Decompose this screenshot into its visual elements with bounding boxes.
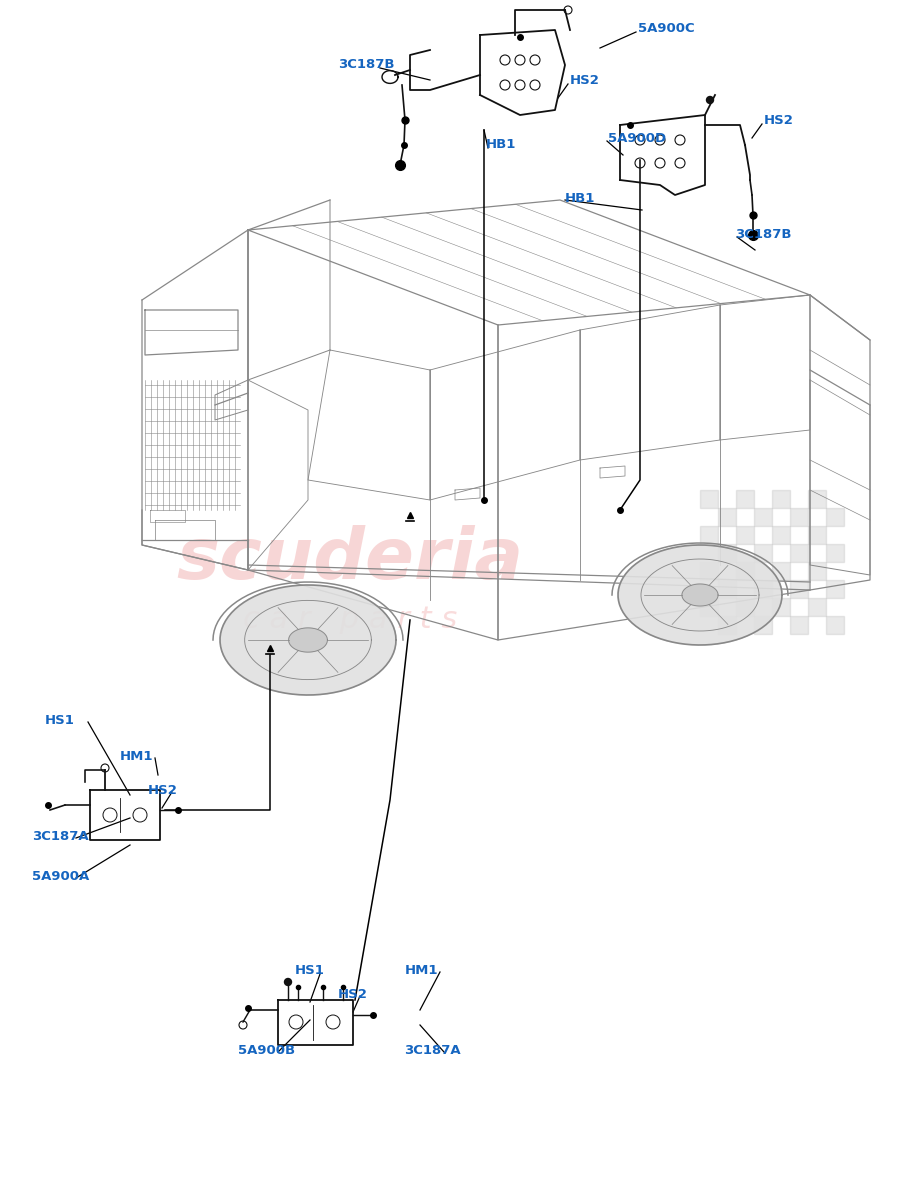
Bar [808, 526, 826, 544]
Bar [808, 562, 826, 580]
Text: HM1: HM1 [405, 964, 438, 977]
Text: 3C187B: 3C187B [735, 228, 791, 241]
Text: HS2: HS2 [570, 73, 600, 86]
Bar [772, 562, 790, 580]
Bar [700, 490, 718, 508]
Text: scuderia: scuderia [177, 526, 523, 594]
Bar [700, 598, 718, 616]
Bar [772, 526, 790, 544]
Bar [736, 490, 754, 508]
Bar [718, 580, 736, 598]
Bar [736, 562, 754, 580]
Polygon shape [221, 586, 396, 695]
Bar [772, 598, 790, 616]
Text: 3C187B: 3C187B [338, 59, 394, 72]
Bar [808, 490, 826, 508]
Bar [772, 490, 790, 508]
Text: 5A900C: 5A900C [638, 22, 694, 35]
Text: 3C187A: 3C187A [404, 1044, 460, 1056]
Bar [790, 616, 808, 634]
Bar [718, 544, 736, 562]
Bar [826, 508, 844, 526]
Text: HB1: HB1 [486, 138, 516, 151]
Bar [700, 562, 718, 580]
Bar [754, 580, 772, 598]
Text: 5A900B: 5A900B [238, 1044, 296, 1056]
Circle shape [285, 978, 292, 985]
Text: 5A900D: 5A900D [608, 132, 666, 144]
Bar [790, 508, 808, 526]
Text: HM1: HM1 [120, 750, 154, 762]
Circle shape [706, 96, 714, 103]
Polygon shape [288, 628, 328, 652]
Text: HB1: HB1 [565, 192, 596, 204]
Bar [736, 526, 754, 544]
Text: c a r   p a r t s: c a r p a r t s [242, 606, 458, 635]
Text: HS1: HS1 [295, 964, 325, 977]
Text: 3C187A: 3C187A [32, 829, 89, 842]
Polygon shape [618, 545, 782, 644]
Bar [736, 598, 754, 616]
Bar [826, 580, 844, 598]
Text: 5A900A: 5A900A [32, 870, 90, 882]
Bar [754, 508, 772, 526]
Text: HS2: HS2 [338, 988, 368, 1001]
Bar [718, 508, 736, 526]
Text: HS2: HS2 [764, 114, 794, 126]
Polygon shape [682, 584, 718, 606]
Bar [826, 616, 844, 634]
Text: HS2: HS2 [148, 784, 178, 797]
Bar [826, 544, 844, 562]
Text: HS1: HS1 [45, 714, 75, 726]
Bar [754, 544, 772, 562]
Bar [790, 544, 808, 562]
Bar [808, 598, 826, 616]
Bar [790, 580, 808, 598]
Bar [754, 616, 772, 634]
Bar [718, 616, 736, 634]
Bar [700, 526, 718, 544]
